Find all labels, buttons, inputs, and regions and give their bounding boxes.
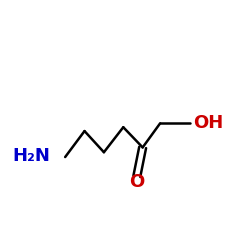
Text: O: O bbox=[129, 173, 144, 191]
Text: OH: OH bbox=[193, 114, 223, 132]
Text: H₂N: H₂N bbox=[13, 147, 51, 165]
